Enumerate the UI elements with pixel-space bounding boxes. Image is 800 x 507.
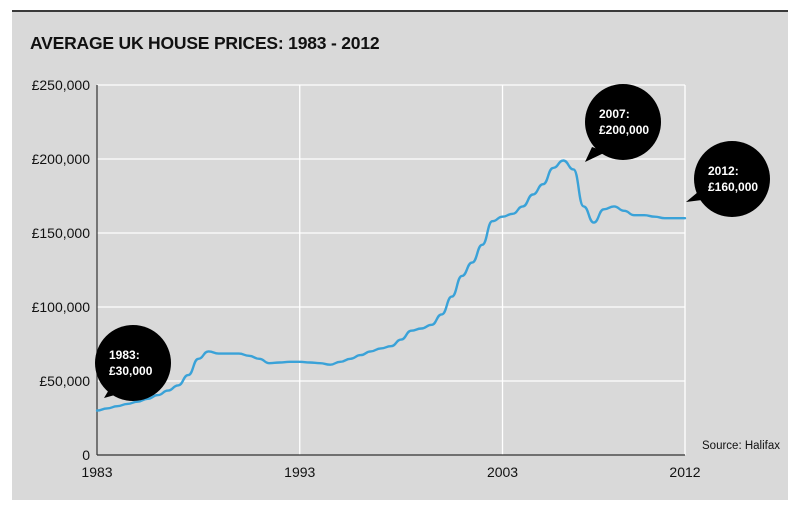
bubble-circle <box>95 325 171 401</box>
gridlines <box>97 84 686 455</box>
x-tick-label: 2003 <box>487 464 518 480</box>
y-tick-label: £150,000 <box>32 225 91 241</box>
y-tick-labels: 0 £50,000 £100,000 £150,000 £200,000 £250,000 <box>32 77 91 463</box>
price-line <box>95 159 687 412</box>
y-tick-label: £100,000 <box>32 299 91 315</box>
y-tick-label: £200,000 <box>32 151 91 167</box>
chart-title: AVERAGE UK HOUSE PRICES: 1983 - 2012 <box>30 33 380 53</box>
annotation-bubble: 1983: £30,000 <box>95 325 171 401</box>
x-tick-label: 1993 <box>284 464 315 480</box>
annotation-bubble: 2012: £160,000 <box>686 141 770 217</box>
annotations: 1983: £30,000 2007: £200,000 2012: £160,000 <box>95 84 770 401</box>
y-tick-label: £250,000 <box>32 77 91 93</box>
x-tick-labels: 1983 1993 2003 2012 <box>81 464 700 480</box>
annotation-bubble: 2007: £200,000 <box>585 84 661 162</box>
chart-panel <box>12 10 788 500</box>
bubble-circle <box>694 141 770 217</box>
annotation-label-year: 2012: <box>708 164 739 178</box>
x-tick-label: 2012 <box>669 464 700 480</box>
bubble-circle <box>585 84 661 160</box>
axes <box>96 85 685 456</box>
source-note: Source: Halifax <box>702 440 780 452</box>
annotation-label-price: £160,000 <box>708 180 758 194</box>
annotation-label-price: £30,000 <box>109 364 153 378</box>
annotation-label-year: 2007: <box>599 107 630 121</box>
x-tick-label: 1983 <box>81 464 112 480</box>
annotation-label-year: 1983: <box>109 348 140 362</box>
series <box>95 159 687 412</box>
y-tick-label: 0 <box>82 447 90 463</box>
y-tick-label: £50,000 <box>39 373 90 389</box>
annotation-label-price: £200,000 <box>599 123 649 137</box>
